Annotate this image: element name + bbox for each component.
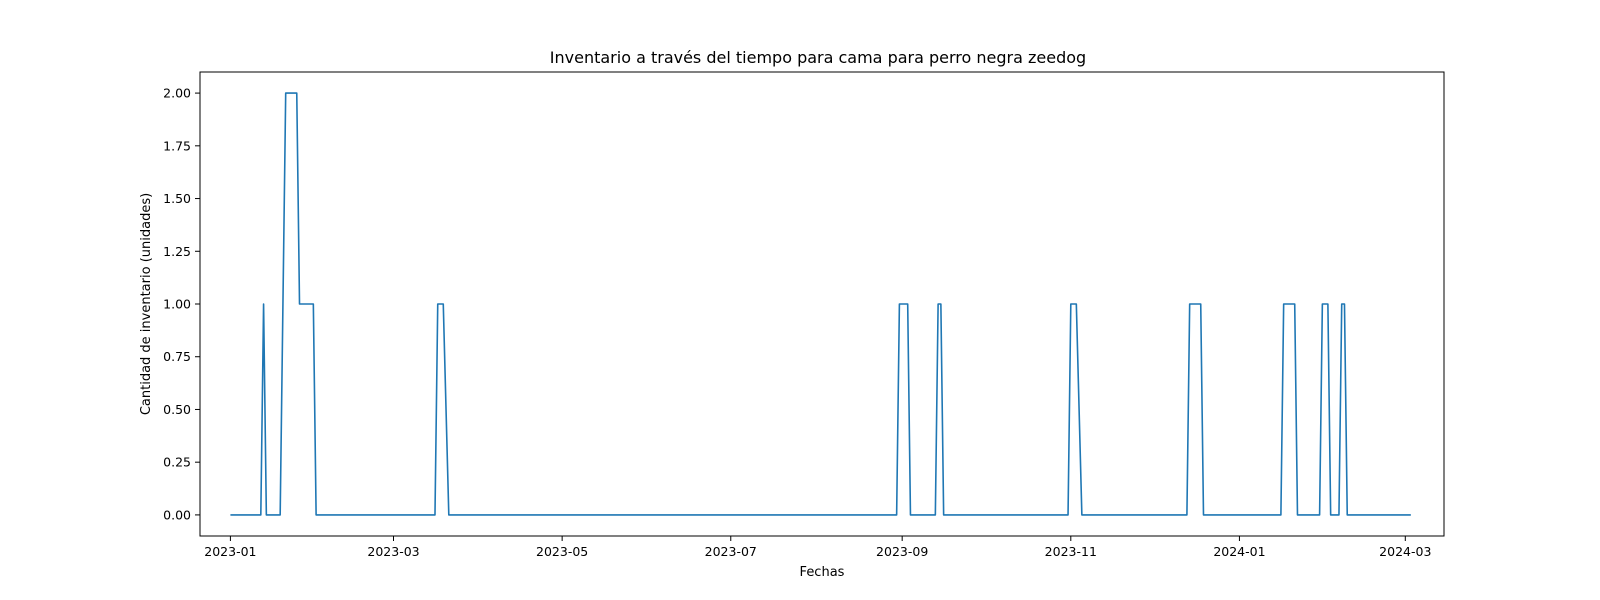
y-tick-label: 0.50	[163, 402, 191, 417]
y-tick-label: 1.50	[163, 191, 191, 206]
y-tick-label: 0.25	[163, 455, 191, 470]
x-tick-label: 2023-01	[204, 544, 256, 559]
x-tick-label: 2023-09	[876, 544, 928, 559]
x-tick-label: 2023-03	[367, 544, 419, 559]
y-tick-label: 0.75	[163, 349, 191, 364]
x-tick-label: 2024-03	[1379, 544, 1431, 559]
x-tick-label: 2024-01	[1213, 544, 1265, 559]
x-tick-label: 2023-11	[1045, 544, 1097, 559]
y-tick-label: 1.75	[163, 138, 191, 153]
series-line-inventario	[230, 92, 1411, 516]
x-tick-label: 2023-05	[536, 544, 588, 559]
y-tick-label: 0.00	[163, 507, 191, 522]
x-tick-label: 2023-07	[705, 544, 757, 559]
y-tick-label: 2.00	[163, 86, 191, 101]
y-tick-label: 1.00	[163, 297, 191, 312]
y-axis-label: Cantidad de inventario (unidades)	[139, 193, 154, 415]
x-axis: 2023-01 2023-03 2023-05 2023-07 2023-09 2023-…	[204, 536, 1431, 559]
series-layer	[230, 92, 1411, 516]
y-tick-label: 1.25	[163, 244, 191, 259]
x-axis-label: Fechas	[800, 565, 845, 580]
y-axis: 0.00 0.25 0.50 0.75 1.00 1.25 1.50 1.75 2.00	[163, 86, 200, 522]
chart-title: Inventario a través del tiempo para cama…	[550, 48, 1086, 67]
